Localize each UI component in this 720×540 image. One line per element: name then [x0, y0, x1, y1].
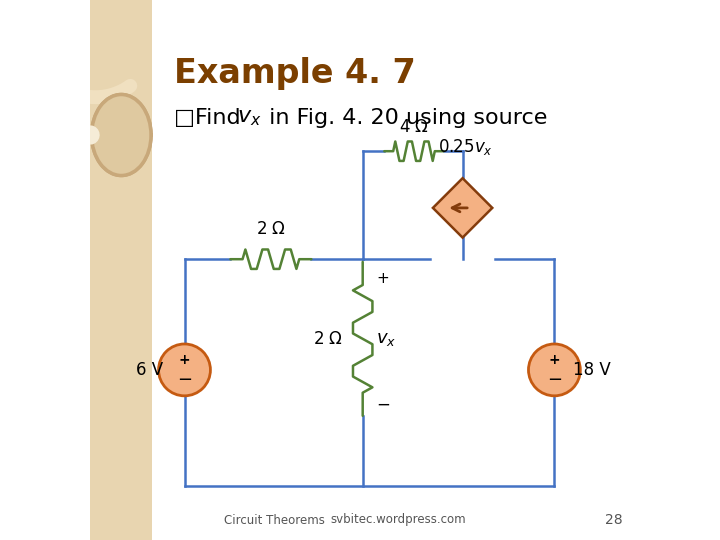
- Bar: [90, 0, 152, 540]
- Circle shape: [158, 344, 210, 396]
- Text: +: +: [376, 271, 389, 286]
- Text: 4 $\Omega$: 4 $\Omega$: [399, 118, 429, 136]
- Text: −: −: [177, 370, 192, 389]
- Circle shape: [528, 344, 580, 396]
- Text: $0.25v_x$: $0.25v_x$: [438, 137, 492, 157]
- Text: Circuit Theorems: Circuit Theorems: [224, 514, 325, 526]
- Text: $v_x$: $v_x$: [238, 108, 262, 128]
- Text: 18 V: 18 V: [573, 361, 611, 379]
- Text: in Fig. 4. 20 using source: in Fig. 4. 20 using source: [262, 108, 547, 128]
- Text: □Find: □Find: [174, 108, 248, 128]
- Text: 2 $\Omega$: 2 $\Omega$: [312, 330, 343, 348]
- Text: 28: 28: [605, 512, 623, 526]
- Text: −: −: [546, 370, 562, 389]
- Polygon shape: [433, 178, 492, 238]
- Text: +: +: [549, 353, 560, 367]
- Ellipse shape: [91, 94, 151, 176]
- Text: Example 4. 7: Example 4. 7: [174, 57, 415, 90]
- Text: svbitec.wordpress.com: svbitec.wordpress.com: [330, 514, 466, 526]
- Text: 2 $\Omega$: 2 $\Omega$: [256, 220, 286, 239]
- Text: +: +: [179, 353, 190, 367]
- Text: −: −: [376, 396, 390, 414]
- Text: 6 V: 6 V: [136, 361, 163, 379]
- Text: $v_x$: $v_x$: [376, 330, 397, 348]
